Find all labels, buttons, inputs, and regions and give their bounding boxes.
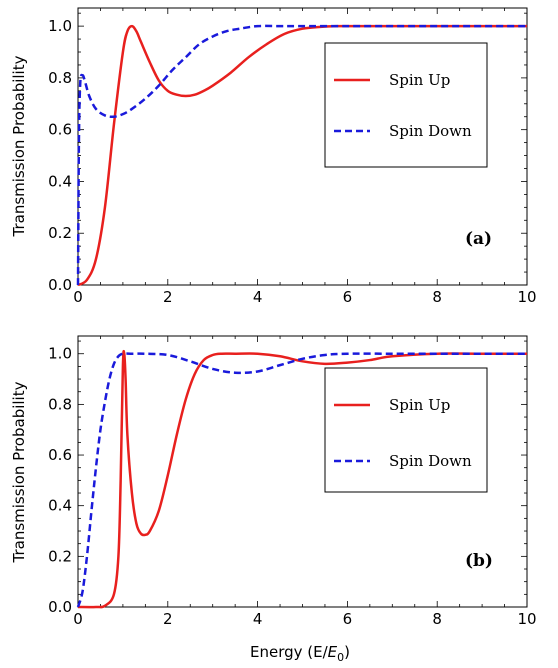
x-tick-label-a: 0	[73, 288, 83, 306]
panel-b: 0 2 4 6 8 10 0.0 0.2 0.4 0.6 0.8 1.0 Transmission P…	[10, 335, 537, 664]
axes-ticks-a: 0 2 4 6 8 10 0.0 0.2 0.4 0.6 0.8 1.0	[48, 8, 537, 306]
series-line-spin-down-b	[76, 352, 527, 608]
panel-label-b: (b)	[465, 551, 493, 571]
y-axis-label-a: Transmission Probability	[10, 55, 28, 237]
legend-box-a	[324, 42, 488, 168]
series-line-spin-down-a	[76, 24, 527, 286]
x-tick-label-a: 8	[432, 288, 442, 306]
series-lines-a	[76, 24, 527, 287]
x-tick-label-a: 10	[517, 288, 536, 306]
y-axis-label-b: Transmission Probability	[10, 381, 28, 563]
legend-label-spin-down-b: Spin Down	[389, 452, 472, 470]
panel-label-a: (a)	[465, 229, 492, 249]
x-tick-label-a: 6	[343, 288, 353, 306]
y-tick-label-a: 0.4	[48, 172, 72, 190]
y-tick-label-b: 0.4	[48, 497, 72, 515]
x-tick-label-b: 0	[73, 610, 83, 628]
legend-b: Spin Up Spin Down	[324, 367, 488, 493]
x-tick-label-b: 2	[163, 610, 173, 628]
axes-ticks-b: 0 2 4 6 8 10 0.0 0.2 0.4 0.6 0.8 1.0	[48, 336, 537, 628]
y-tick-label-a: 0.0	[48, 276, 72, 294]
x-tick-label-b: 4	[253, 610, 263, 628]
y-tick-label-b: 0.6	[48, 446, 72, 464]
x-tick-label-b: 8	[432, 610, 442, 628]
y-tick-label-b: 0.8	[48, 395, 72, 413]
legend-label-spin-up-a: Spin Up	[389, 71, 450, 89]
y-tick-label-b: 0.0	[48, 598, 72, 616]
series-line-spin-up-a	[77, 24, 527, 287]
x-tick-label-b: 10	[517, 610, 536, 628]
x-tick-label-b: 6	[343, 610, 353, 628]
y-tick-label-a: 1.0	[48, 17, 72, 35]
panel-a: 0 2 4 6 8 10 0.0 0.2 0.4 0.6 0.8 1.0 Transmission P…	[10, 7, 537, 306]
y-tick-label-b: 0.2	[48, 547, 72, 565]
y-tick-label-a: 0.2	[48, 224, 72, 242]
series-lines-b	[76, 349, 527, 609]
legend-a: Spin Up Spin Down	[324, 42, 488, 168]
legend-label-spin-up-b: Spin Up	[389, 396, 450, 414]
x-tick-label-a: 4	[253, 288, 263, 306]
legend-box-b	[324, 367, 488, 493]
y-tick-label-a: 0.6	[48, 121, 72, 139]
x-axis-label: Energy (E/E0)	[250, 643, 350, 664]
legend-label-spin-down-a: Spin Down	[389, 122, 472, 140]
series-line-spin-up-b	[77, 349, 527, 609]
y-tick-label-a: 0.8	[48, 69, 72, 87]
x-tick-label-a: 2	[163, 288, 173, 306]
y-tick-label-b: 1.0	[48, 345, 72, 363]
